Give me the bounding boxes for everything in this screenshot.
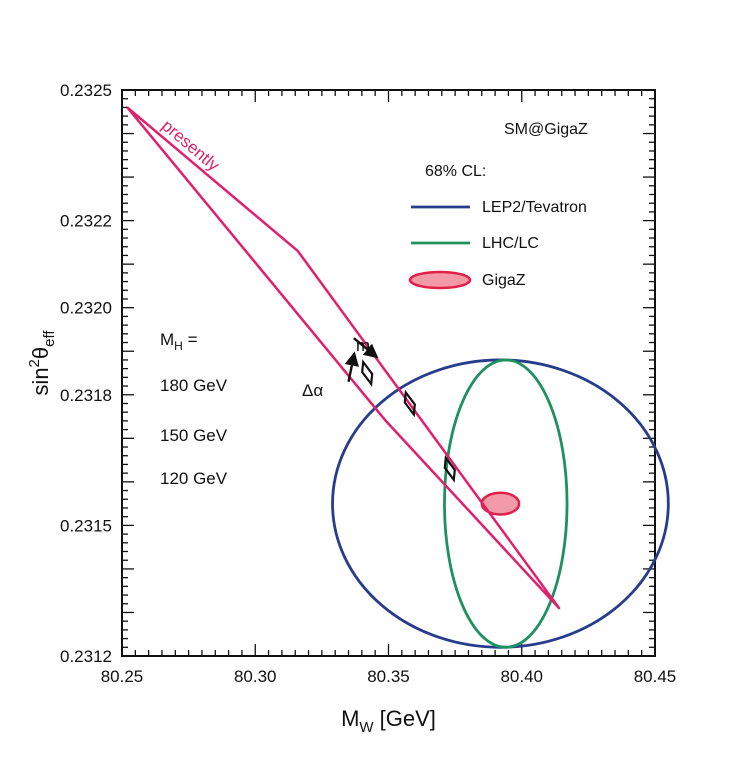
x-tick-label: 80.45 [634,667,677,686]
y-tick-label: 0.2325 [60,81,112,100]
y-tick-label: 0.2312 [60,647,112,666]
y-tick-label: 0.2315 [60,516,112,535]
y-tick-label: 0.2318 [60,386,112,405]
mh-label: 150 GeV [160,426,228,445]
y-tick-label: 0.2320 [60,299,112,318]
legend-label-lhc-lc: LHC/LC [482,235,539,252]
legend-title: SM@GigaZ [504,121,588,138]
x-tick-label: 80.35 [367,667,410,686]
legend: SM@GigaZ 68% CL: LEP2/Tevatron LHC/LC GigaZ [408,121,588,290]
band-outline [126,106,561,610]
arrow-da-label: Δα [302,381,323,400]
mh-marker-2 [403,389,416,418]
mh-label: 180 GeV [160,376,228,395]
annotations: presently MH = 180 GeV 150 GeV 120 GeV mt Δα [158,116,379,488]
x-tick-label: 80.25 [101,667,144,686]
ellipse-lhc-lc [443,358,569,649]
arrow-2 [344,351,359,382]
legend-label-gigaz: GigaZ [482,272,526,289]
arrow-mt-label: mt [356,336,374,359]
x-tick-label: 80.30 [234,667,277,686]
arrow-1 [353,337,379,359]
legend-label-lep2-tevatron: LEP2/Tevatron [482,199,587,216]
mh-label: 120 GeV [160,469,228,488]
x-axis-title: MW [GeV] [341,706,436,736]
band-label: presently [158,116,223,175]
mh-title: MH = [160,330,198,353]
x-tick-label: 80.40 [500,667,543,686]
y-tick-label: 0.2322 [60,212,112,231]
mh-marker-1 [361,359,374,387]
y-axis-title: sin2θeff [26,330,58,396]
legend-subtitle: 68% CL: [425,163,486,180]
axes: 80.25 80.30 80.35 80.40 80.45 0.2312 0.2315 0.2… [26,81,676,736]
mh-marker-3 [443,454,456,483]
legend-swatch-gigaz [408,270,472,290]
plot-data [126,106,670,649]
